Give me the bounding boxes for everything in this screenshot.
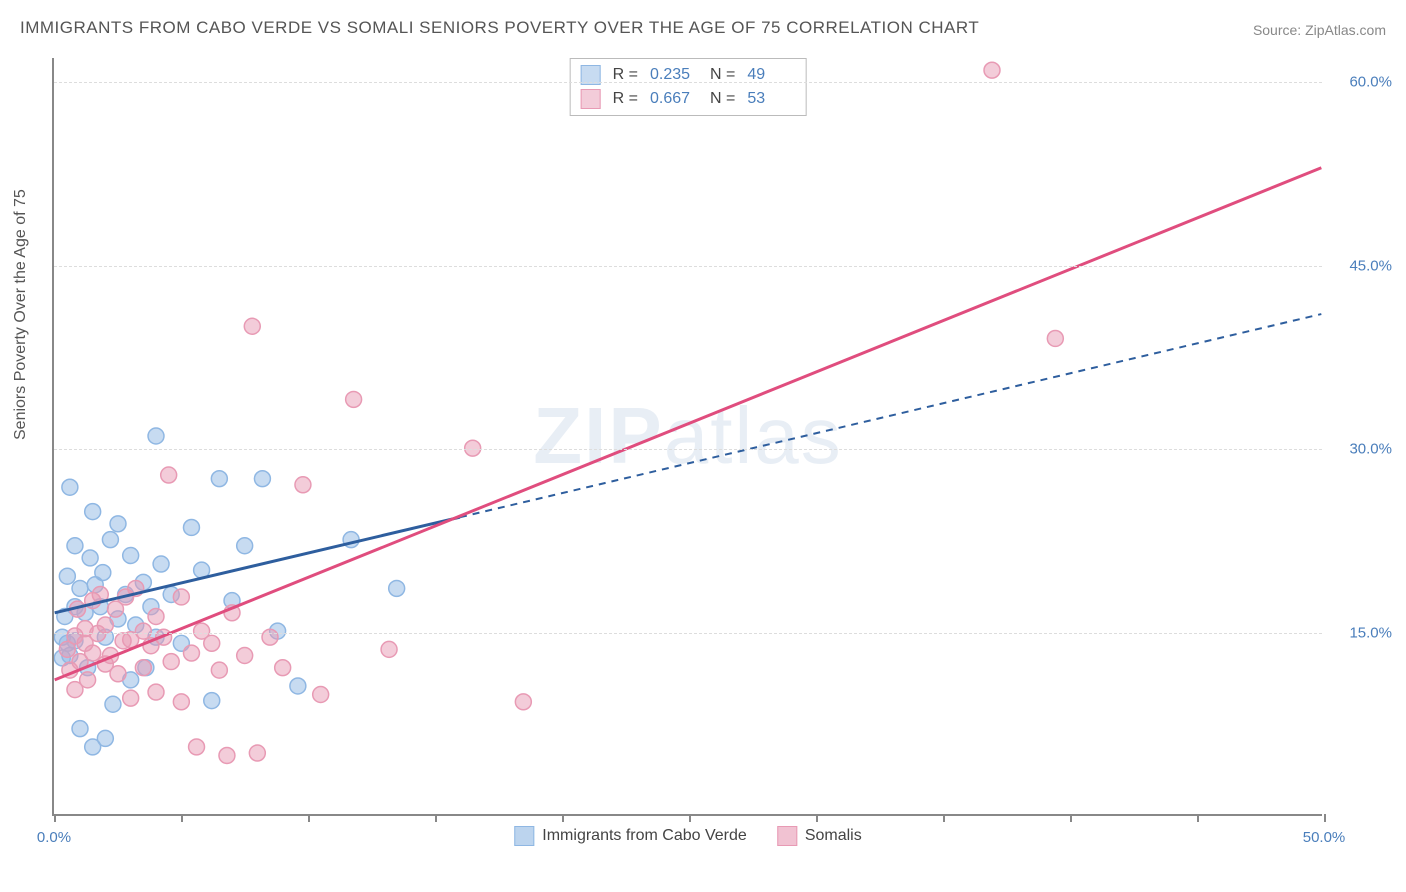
x-tick: [943, 814, 945, 822]
point-cabo: [110, 516, 126, 532]
y-tick-label: 60.0%: [1349, 74, 1392, 91]
point-cabo: [97, 730, 113, 746]
legend-swatch-somali: [777, 826, 797, 846]
point-somali: [211, 662, 227, 678]
legend-swatch-cabo: [514, 826, 534, 846]
y-tick-label: 45.0%: [1349, 257, 1392, 274]
point-cabo: [389, 580, 405, 596]
plot-area: ZIPatlas R = 0.235 N = 49 R = 0.667 N = …: [52, 58, 1322, 816]
regression-line-somali: [55, 168, 1322, 680]
point-somali: [189, 739, 205, 755]
point-cabo: [62, 479, 78, 495]
point-cabo: [254, 471, 270, 487]
point-cabo: [72, 580, 88, 596]
point-somali: [135, 660, 151, 676]
legend-item-cabo: Immigrants from Cabo Verde: [514, 826, 747, 846]
x-tick: [1197, 814, 1199, 822]
point-cabo: [211, 471, 227, 487]
point-cabo: [59, 568, 75, 584]
regression-line-cabo-dashed: [460, 314, 1321, 517]
x-tick: [562, 814, 564, 822]
point-somali: [173, 694, 189, 710]
x-tick: [816, 814, 818, 822]
point-somali: [515, 694, 531, 710]
x-tick: [1324, 814, 1326, 822]
point-somali: [275, 660, 291, 676]
bottom-legend: Immigrants from Cabo Verde Somalis: [514, 826, 861, 846]
x-tick: [1070, 814, 1072, 822]
point-somali: [148, 608, 164, 624]
chart-svg: [54, 58, 1322, 814]
point-somali: [219, 747, 235, 763]
chart-title: IMMIGRANTS FROM CABO VERDE VS SOMALI SEN…: [20, 18, 979, 38]
point-somali: [148, 684, 164, 700]
y-axis-label: Seniors Poverty Over the Age of 75: [12, 189, 30, 440]
point-somali: [465, 440, 481, 456]
point-cabo: [102, 532, 118, 548]
x-tick-label: 0.0%: [37, 829, 71, 846]
point-somali: [249, 745, 265, 761]
source-attribution: Source: ZipAtlas.com: [1253, 22, 1386, 38]
point-somali: [244, 318, 260, 334]
point-somali: [984, 62, 1000, 78]
point-cabo: [237, 538, 253, 554]
point-cabo: [82, 550, 98, 566]
point-somali: [173, 589, 189, 605]
point-somali: [346, 391, 362, 407]
point-somali: [204, 635, 220, 651]
point-somali: [97, 617, 113, 633]
point-somali: [183, 645, 199, 661]
point-somali: [1047, 330, 1063, 346]
point-cabo: [204, 693, 220, 709]
point-cabo: [95, 565, 111, 581]
point-somali: [161, 467, 177, 483]
x-tick: [181, 814, 183, 822]
point-cabo: [123, 548, 139, 564]
gridline-h: [54, 449, 1322, 450]
point-somali: [381, 641, 397, 657]
x-tick: [435, 814, 437, 822]
point-cabo: [85, 504, 101, 520]
point-somali: [85, 645, 101, 661]
point-somali: [262, 629, 278, 645]
point-cabo: [153, 556, 169, 572]
legend-label-cabo: Immigrants from Cabo Verde: [542, 827, 747, 845]
x-tick: [308, 814, 310, 822]
point-somali: [80, 672, 96, 688]
point-cabo: [290, 678, 306, 694]
point-somali: [313, 687, 329, 703]
legend-label-somali: Somalis: [805, 827, 862, 845]
point-cabo: [67, 538, 83, 554]
x-tick: [689, 814, 691, 822]
x-tick-label: 50.0%: [1303, 829, 1346, 846]
point-somali: [110, 666, 126, 682]
point-cabo: [105, 696, 121, 712]
point-somali: [135, 623, 151, 639]
x-tick: [54, 814, 56, 822]
point-somali: [295, 477, 311, 493]
point-cabo: [72, 721, 88, 737]
gridline-h: [54, 266, 1322, 267]
y-tick-label: 30.0%: [1349, 441, 1392, 458]
y-tick-label: 15.0%: [1349, 624, 1392, 641]
point-somali: [123, 690, 139, 706]
point-somali: [163, 654, 179, 670]
point-somali: [237, 648, 253, 664]
point-cabo: [183, 519, 199, 535]
point-cabo: [148, 428, 164, 444]
gridline-h: [54, 633, 1322, 634]
legend-item-somali: Somalis: [777, 826, 862, 846]
gridline-h: [54, 82, 1322, 83]
